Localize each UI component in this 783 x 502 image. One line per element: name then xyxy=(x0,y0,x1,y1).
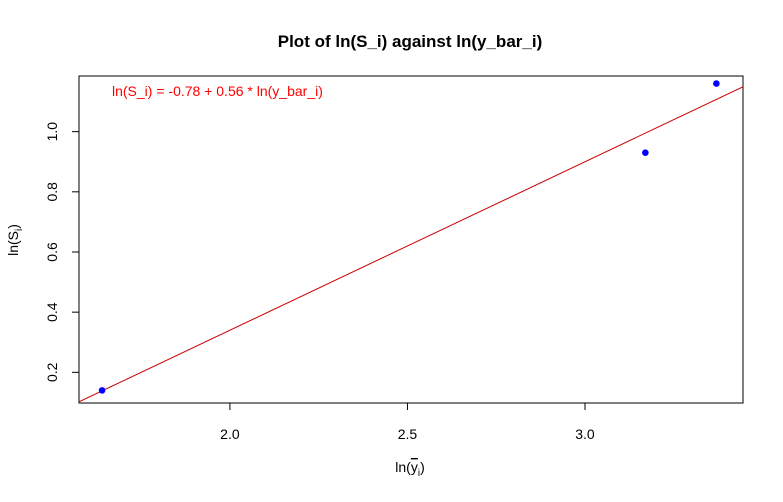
data-point xyxy=(642,149,649,157)
chart-title: Plot of ln(S_i) against ln(y_bar_i) xyxy=(278,32,542,51)
y-axis-label-sub: i xyxy=(14,229,25,231)
y-tick-label: 0.8 xyxy=(44,182,60,202)
x-tick-label: 2.5 xyxy=(398,426,418,442)
x-axis-label-base: ln( xyxy=(395,459,411,475)
y-axis-label-base: ln(S xyxy=(5,231,21,256)
x-axis-label-var: y xyxy=(411,459,418,475)
fit-line-group xyxy=(79,86,743,403)
data-point xyxy=(713,80,720,87)
x-axis-label: ln(yi) xyxy=(395,459,424,479)
data-point xyxy=(98,387,106,394)
y-tick-label: 0.4 xyxy=(44,302,60,322)
x-axis-label-sub: i xyxy=(418,468,420,479)
y-axis-label-close: ) xyxy=(5,224,21,229)
regression-annotation: ln(S_i) = -0.78 + 0.56 * ln(y_bar_i) xyxy=(112,83,323,99)
y-axis-label: ln(Si) xyxy=(5,224,25,256)
y-tick-label: 0.2 xyxy=(44,362,60,382)
data-points xyxy=(98,80,720,394)
x-axis-label-close: ) xyxy=(420,459,425,475)
x-tick-label: 3.0 xyxy=(575,426,595,442)
y-tick-label: 1.0 xyxy=(44,122,60,142)
x-axis-ticks: 2.0 2.5 3.0 xyxy=(220,403,595,442)
y-tick-label: 0.6 xyxy=(44,242,60,262)
plot-area-frame xyxy=(78,75,744,404)
x-tick-label: 2.0 xyxy=(220,426,240,442)
y-axis-ticks: 0.2 0.4 0.6 0.8 1.0 xyxy=(44,122,79,382)
regression-line xyxy=(79,86,743,403)
